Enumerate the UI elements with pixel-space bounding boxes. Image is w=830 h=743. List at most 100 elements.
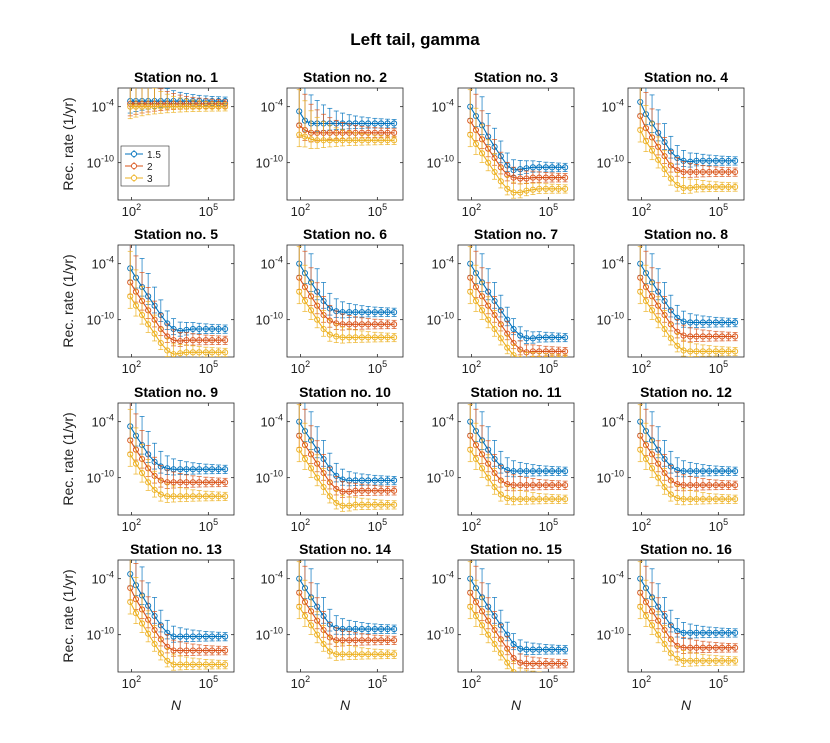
data-point — [365, 321, 372, 328]
subplot: Station no. 2 102 105 10-4 10-10 — [256, 69, 404, 219]
data-point — [378, 487, 385, 494]
data-point — [523, 187, 530, 194]
data-point — [339, 488, 346, 495]
data-point — [549, 482, 556, 489]
subplot-title: Station no. 1 — [134, 69, 218, 85]
data-point — [485, 474, 492, 481]
data-point — [352, 334, 359, 341]
y-tick-label: 10-10 — [256, 154, 283, 171]
data-point — [352, 487, 359, 494]
y-tick-label: 10-10 — [87, 311, 114, 328]
data-point — [549, 164, 556, 171]
data-point — [183, 103, 190, 110]
data-point — [209, 661, 216, 668]
data-point — [177, 493, 184, 500]
data-point — [687, 184, 694, 191]
data-point — [732, 333, 739, 340]
data-point — [693, 348, 700, 355]
data-point — [510, 482, 517, 489]
y-tick-label: 10-10 — [597, 154, 624, 171]
data-point — [157, 491, 164, 498]
x-tick-label: 105 — [539, 202, 558, 219]
subplot-title: Station no. 7 — [474, 226, 558, 242]
y-tick-label: 10-4 — [261, 255, 283, 272]
data-point — [467, 446, 474, 453]
x-tick-label: 105 — [539, 359, 558, 376]
y-tick-label: 10-10 — [427, 311, 454, 328]
axes-box — [457, 402, 575, 516]
data-point — [145, 103, 152, 110]
data-point — [542, 174, 549, 181]
data-point — [549, 355, 555, 357]
data-point — [680, 332, 687, 339]
data-point — [725, 319, 732, 326]
data-point — [222, 493, 229, 500]
subplot: Station no. 16 102 105 10-4 10-10 N — [597, 541, 745, 713]
data-point — [719, 482, 726, 489]
data-point — [314, 631, 321, 638]
data-point — [202, 349, 209, 356]
data-point — [562, 334, 569, 341]
data-point — [209, 466, 216, 473]
data-point — [725, 333, 732, 340]
data-point — [543, 355, 549, 357]
series-group — [467, 88, 569, 199]
data-point — [365, 334, 372, 341]
data-point — [215, 661, 222, 668]
series-line-3 — [469, 291, 519, 357]
data-point — [391, 637, 398, 644]
data-point — [517, 659, 524, 666]
data-point — [687, 348, 694, 355]
data-point — [529, 482, 536, 489]
subplot: Station no. 13 102 105 10-4 10-10 Rec. rate (… — [60, 541, 235, 713]
data-point — [712, 168, 719, 176]
data-point — [536, 646, 543, 653]
data-point — [536, 468, 543, 475]
data-point — [542, 334, 549, 341]
y-tick-label: 10-10 — [427, 154, 454, 171]
subplot: Station no. 8 102 105 10-4 10-10 — [597, 226, 745, 376]
data-point — [196, 337, 203, 344]
data-point — [712, 348, 719, 355]
x-tick-label: 105 — [368, 359, 387, 376]
data-point — [680, 496, 687, 503]
data-point — [472, 455, 479, 463]
y-tick-label: 10-4 — [92, 413, 114, 430]
legend-marker — [130, 150, 138, 158]
series-group — [296, 560, 398, 661]
data-point — [655, 631, 662, 638]
data-point — [732, 657, 739, 664]
data-point — [183, 349, 190, 356]
y-axis-label: Rec. rate (1/yr) — [60, 569, 76, 662]
data-point — [209, 493, 216, 500]
data-point — [358, 487, 365, 494]
data-point — [517, 355, 523, 357]
data-point — [661, 166, 668, 173]
data-point — [472, 612, 479, 620]
data-point — [384, 129, 391, 136]
data-point — [674, 655, 681, 662]
y-tick-label: 10-10 — [256, 311, 283, 328]
data-point — [529, 186, 536, 193]
data-point — [523, 175, 530, 182]
data-point — [164, 347, 171, 354]
data-point — [378, 321, 385, 328]
data-point — [333, 333, 340, 340]
data-point — [536, 174, 543, 181]
x-tick-label: 102 — [291, 674, 310, 691]
x-axis-label: N — [340, 697, 351, 713]
data-point — [699, 168, 706, 176]
data-point — [687, 468, 694, 475]
data-point — [555, 482, 562, 489]
data-point — [491, 168, 498, 176]
data-point — [215, 103, 222, 110]
data-point — [517, 496, 524, 503]
data-point — [346, 321, 353, 328]
data-point — [320, 137, 327, 144]
data-point — [536, 482, 543, 489]
series-line-3 — [469, 606, 515, 672]
data-point — [562, 496, 569, 503]
data-point — [358, 137, 365, 144]
y-tick-label: 10-4 — [432, 255, 454, 272]
data-point — [649, 465, 656, 472]
